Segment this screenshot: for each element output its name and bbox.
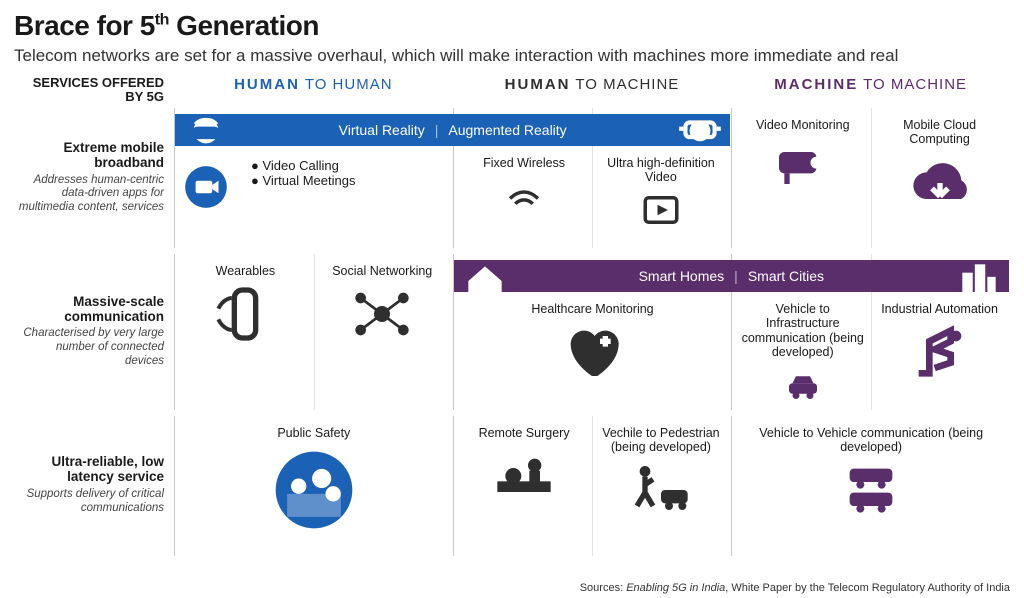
item-v2p: Vechile to Pedestrian (being developed) bbox=[597, 426, 726, 523]
heart-plus-icon bbox=[560, 320, 624, 384]
video-call-icon bbox=[181, 162, 231, 212]
item-v2v: Vehicle to Vehicle communication (being … bbox=[738, 426, 1004, 523]
robot-arm-icon bbox=[908, 320, 972, 384]
cell-r2-h2m: Smart Homes | Smart Cities Healthcare Mo… bbox=[453, 254, 732, 410]
home-icon bbox=[460, 256, 510, 306]
title-post: Generation bbox=[169, 10, 319, 41]
cloud-download-icon bbox=[908, 151, 972, 215]
item-wearables: Wearables bbox=[181, 264, 310, 346]
banner-vr-label: Virtual Reality bbox=[339, 122, 425, 138]
banner-vr-ar: Virtual Reality | Augmented Reality bbox=[175, 114, 730, 146]
cell-r1-m2m: Video Monitoring Mobile Cloud Computing bbox=[731, 108, 1010, 248]
cell-r3-h2m: Remote Surgery Vechile to Pedestrian (be… bbox=[453, 416, 732, 556]
row-label-massive-scale: Massive-scale communication Characterise… bbox=[14, 254, 174, 410]
infographic-grid: SERVICES OFFERED BY 5G HUMAN TO HUMAN HU… bbox=[14, 76, 1010, 556]
car-icon bbox=[782, 364, 824, 406]
subtitle: Telecom networks are set for a massive o… bbox=[14, 46, 1010, 66]
banner-smart-cities: Smart Cities bbox=[748, 268, 824, 284]
cctv-icon bbox=[771, 136, 835, 200]
cell-r1-h2h: Virtual Reality | Augmented Reality Vide… bbox=[174, 108, 453, 248]
cell-r2-h2h: Wearables Social Networking bbox=[174, 254, 453, 410]
ar-glasses-icon bbox=[675, 110, 725, 160]
vr-headset-icon bbox=[181, 110, 231, 160]
row-label-ultra-reliable: Ultra-reliable, low latency service Supp… bbox=[14, 416, 174, 556]
cell-r3-h2h: Public Safety bbox=[174, 416, 453, 556]
bullet-video-calling: Video Calling bbox=[251, 158, 447, 173]
source-line: Sources: Enabling 5G in India, White Pap… bbox=[580, 582, 1010, 594]
play-icon bbox=[640, 189, 682, 231]
col-header-h2h: HUMAN TO HUMAN bbox=[174, 76, 453, 102]
col-header-h2m: HUMAN TO MACHINE bbox=[453, 76, 732, 102]
item-uhd-video: Ultra high-definition Video bbox=[597, 156, 726, 231]
row-label-extreme-broadband: Extreme mobile broadband Addresses human… bbox=[14, 108, 174, 248]
title-pre: Brace for 5 bbox=[14, 10, 155, 41]
item-fixed-wireless: Fixed Wireless bbox=[460, 156, 589, 231]
item-v2i: Vehicle to Infrastructure communication … bbox=[738, 302, 867, 406]
item-industrial-automation: Industrial Automation bbox=[875, 302, 1004, 406]
banner-smart-homes: Smart Homes bbox=[639, 268, 725, 284]
item-remote-surgery: Remote Surgery bbox=[460, 426, 589, 523]
page-title: Brace for 5th Generation bbox=[14, 10, 1010, 42]
item-public-safety: Public Safety bbox=[181, 426, 447, 536]
item-cloud-computing: Mobile Cloud Computing bbox=[875, 118, 1004, 215]
item-video-monitoring: Video Monitoring bbox=[738, 118, 867, 215]
surgery-icon bbox=[492, 444, 556, 508]
network-icon bbox=[350, 282, 414, 346]
bullets-video: Video Calling Virtual Meetings bbox=[251, 158, 447, 188]
public-safety-icon bbox=[268, 444, 360, 536]
title-sup: th bbox=[155, 12, 169, 29]
two-cars-icon bbox=[839, 458, 903, 522]
pedestrian-car-icon bbox=[629, 458, 693, 522]
bullet-virtual-meetings: Virtual Meetings bbox=[251, 173, 447, 188]
banner-ar-label: Augmented Reality bbox=[448, 122, 566, 138]
banner-smart: Smart Homes | Smart Cities bbox=[454, 260, 1009, 292]
item-social-networking: Social Networking bbox=[318, 264, 447, 346]
item-healthcare-monitoring: Healthcare Monitoring bbox=[460, 302, 726, 384]
services-header: SERVICES OFFERED BY 5G bbox=[14, 76, 174, 102]
col-header-m2m: MACHINE TO MACHINE bbox=[731, 76, 1010, 102]
wifi-icon bbox=[503, 174, 545, 216]
cell-r3-m2m: Vehicle to Vehicle communication (being … bbox=[731, 416, 1010, 556]
wearable-icon bbox=[213, 282, 277, 346]
city-icon bbox=[954, 256, 1004, 306]
